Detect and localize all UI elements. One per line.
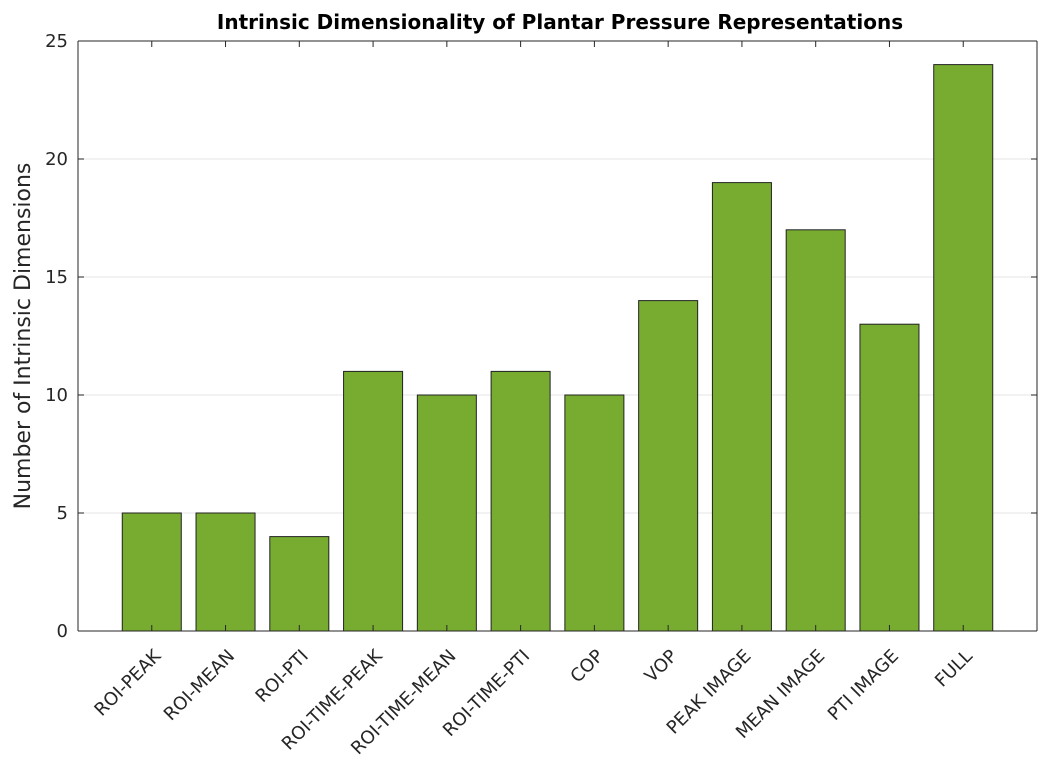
bar — [859, 323, 920, 632]
x-tick-label: VOP — [641, 646, 682, 687]
x-tick-label: ROI-PTI — [252, 646, 313, 707]
y-axis-label: Number of Intrinsic Dimensions — [11, 163, 36, 510]
bar — [564, 394, 625, 632]
bar — [785, 229, 846, 632]
axes — [77, 40, 1038, 632]
bars — [121, 64, 994, 632]
bar — [121, 512, 182, 632]
x-tick-label: ROI-MEAN — [160, 646, 239, 725]
y-tick-label: 5 — [57, 503, 68, 524]
y-tick-label: 15 — [45, 267, 68, 288]
x-tick-label: FULL — [931, 646, 977, 692]
bar — [490, 370, 551, 632]
bar — [195, 512, 256, 632]
y-tick-label: 20 — [45, 149, 68, 170]
bar — [711, 182, 772, 632]
bar — [638, 300, 699, 632]
bar — [933, 64, 994, 632]
y-tick-label: 25 — [45, 31, 68, 52]
chart-title: Intrinsic Dimensionality of Plantar Pres… — [217, 10, 903, 34]
y-tick-label: 10 — [45, 385, 68, 406]
bar — [269, 536, 330, 632]
y-tick-labels: 0 5 10 15 20 25 — [45, 31, 68, 642]
x-tick-label: COP — [566, 646, 608, 688]
x-tick-label: ROI-PEAK — [90, 645, 166, 721]
bar — [343, 370, 404, 632]
bar — [416, 394, 477, 632]
x-tick-label: PTI IMAGE — [824, 646, 903, 725]
y-tick-label: 0 — [57, 621, 68, 642]
